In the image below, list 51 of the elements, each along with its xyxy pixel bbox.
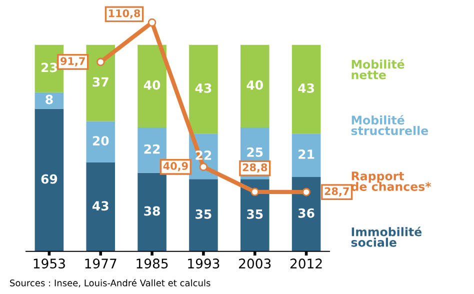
bar xyxy=(86,162,116,252)
text: Immobilité sociale xyxy=(351,226,422,247)
bar xyxy=(240,179,270,252)
data-label: 8 xyxy=(46,94,53,104)
x-tick-label: 1977 xyxy=(85,258,116,269)
point xyxy=(148,18,156,27)
data-label: 69 xyxy=(41,174,58,184)
data-label: 20 xyxy=(92,136,109,146)
bar xyxy=(34,92,64,109)
point xyxy=(199,162,208,172)
data-label: 21 xyxy=(298,150,314,159)
text: Mobilité structurelle xyxy=(351,114,428,136)
bar xyxy=(292,44,321,134)
data-label: 43 xyxy=(298,83,314,93)
data-label: 28,7 xyxy=(324,187,349,196)
bar xyxy=(34,108,64,252)
point xyxy=(96,58,105,66)
bar xyxy=(86,121,116,163)
bar xyxy=(189,179,218,252)
bar xyxy=(189,44,218,134)
bar xyxy=(240,44,270,128)
data-label: 23 xyxy=(42,62,57,72)
text: Mobilité nette xyxy=(352,59,404,80)
data-label: 28,8 xyxy=(242,163,268,173)
data-label: 91,7 xyxy=(60,57,85,66)
x-tick-label: 2012 xyxy=(290,258,322,269)
data-label: 35 xyxy=(247,209,263,219)
data-label: 43 xyxy=(195,83,212,93)
data-label: 43 xyxy=(92,201,108,211)
x-tick-label: 2003 xyxy=(239,258,271,269)
data-label: 40 xyxy=(246,80,263,90)
x-tick-label: 1993 xyxy=(188,258,220,269)
bar xyxy=(292,134,321,178)
source-note: Sources : Insee, Louis-André Vallet et calculs xyxy=(10,279,210,288)
bar xyxy=(292,177,321,252)
point xyxy=(302,188,310,196)
data-label: 38 xyxy=(144,206,160,216)
x-tick-label: 1953 xyxy=(34,258,65,269)
bar xyxy=(86,44,116,122)
data-label: 36 xyxy=(298,208,314,218)
data-label: 40,9 xyxy=(163,162,188,172)
data-label: 37 xyxy=(92,77,108,87)
data-label: 25 xyxy=(247,147,263,157)
point xyxy=(250,188,260,196)
bar xyxy=(138,172,166,252)
data-label: 110,8 xyxy=(108,9,140,19)
bar xyxy=(138,44,166,128)
x-tick-label: 1985 xyxy=(136,258,168,269)
data-label: 22 xyxy=(144,144,160,154)
data-label: 40 xyxy=(144,80,160,90)
data-label: 35 xyxy=(196,209,212,219)
